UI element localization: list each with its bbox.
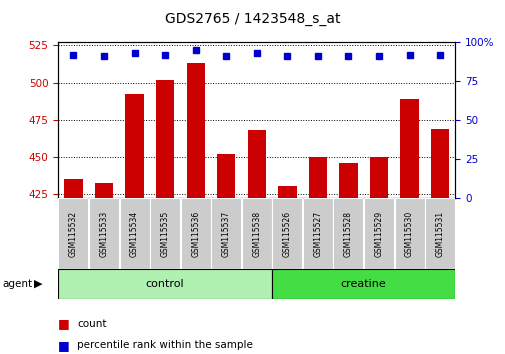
Text: percentile rank within the sample: percentile rank within the sample xyxy=(77,340,253,350)
Bar xyxy=(430,129,448,198)
Text: GSM115536: GSM115536 xyxy=(191,211,200,257)
Text: GDS2765 / 1423548_s_at: GDS2765 / 1423548_s_at xyxy=(165,12,340,27)
Bar xyxy=(333,198,363,269)
Text: GSM115535: GSM115535 xyxy=(160,211,169,257)
Bar xyxy=(186,63,205,198)
Bar xyxy=(369,157,387,198)
Bar xyxy=(308,157,326,198)
Bar xyxy=(150,198,180,269)
Text: ▶: ▶ xyxy=(34,279,43,289)
Bar xyxy=(180,198,210,269)
Bar xyxy=(247,130,266,198)
Text: ■: ■ xyxy=(58,339,70,352)
Bar xyxy=(241,198,271,269)
Text: ■: ■ xyxy=(58,318,70,330)
Text: GSM115538: GSM115538 xyxy=(252,211,261,257)
Bar xyxy=(125,95,143,198)
Text: GSM115526: GSM115526 xyxy=(282,211,291,257)
Text: creatine: creatine xyxy=(340,279,386,289)
Bar xyxy=(89,198,119,269)
Text: GSM115529: GSM115529 xyxy=(374,211,383,257)
Bar xyxy=(59,198,88,269)
Bar xyxy=(217,154,235,198)
Text: GSM115533: GSM115533 xyxy=(99,211,108,257)
Bar xyxy=(424,198,454,269)
Bar xyxy=(394,198,424,269)
Bar xyxy=(211,198,241,269)
Text: control: control xyxy=(145,279,184,289)
Bar xyxy=(59,269,271,299)
Text: agent: agent xyxy=(3,279,33,289)
Text: GSM115530: GSM115530 xyxy=(405,211,413,257)
Bar xyxy=(363,198,393,269)
Text: count: count xyxy=(77,319,107,329)
Bar xyxy=(399,99,418,198)
Text: GSM115531: GSM115531 xyxy=(435,211,444,257)
Bar xyxy=(64,179,82,198)
Bar xyxy=(119,198,149,269)
Text: GSM115532: GSM115532 xyxy=(69,211,78,257)
Bar xyxy=(272,269,454,299)
Bar xyxy=(156,80,174,198)
Text: GSM115537: GSM115537 xyxy=(221,211,230,257)
Bar xyxy=(302,198,332,269)
Bar xyxy=(94,183,113,198)
Text: GSM115528: GSM115528 xyxy=(343,211,352,257)
Bar xyxy=(339,162,357,198)
Bar xyxy=(278,186,296,198)
Text: GSM115527: GSM115527 xyxy=(313,211,322,257)
Bar xyxy=(272,198,301,269)
Text: GSM115534: GSM115534 xyxy=(130,211,139,257)
